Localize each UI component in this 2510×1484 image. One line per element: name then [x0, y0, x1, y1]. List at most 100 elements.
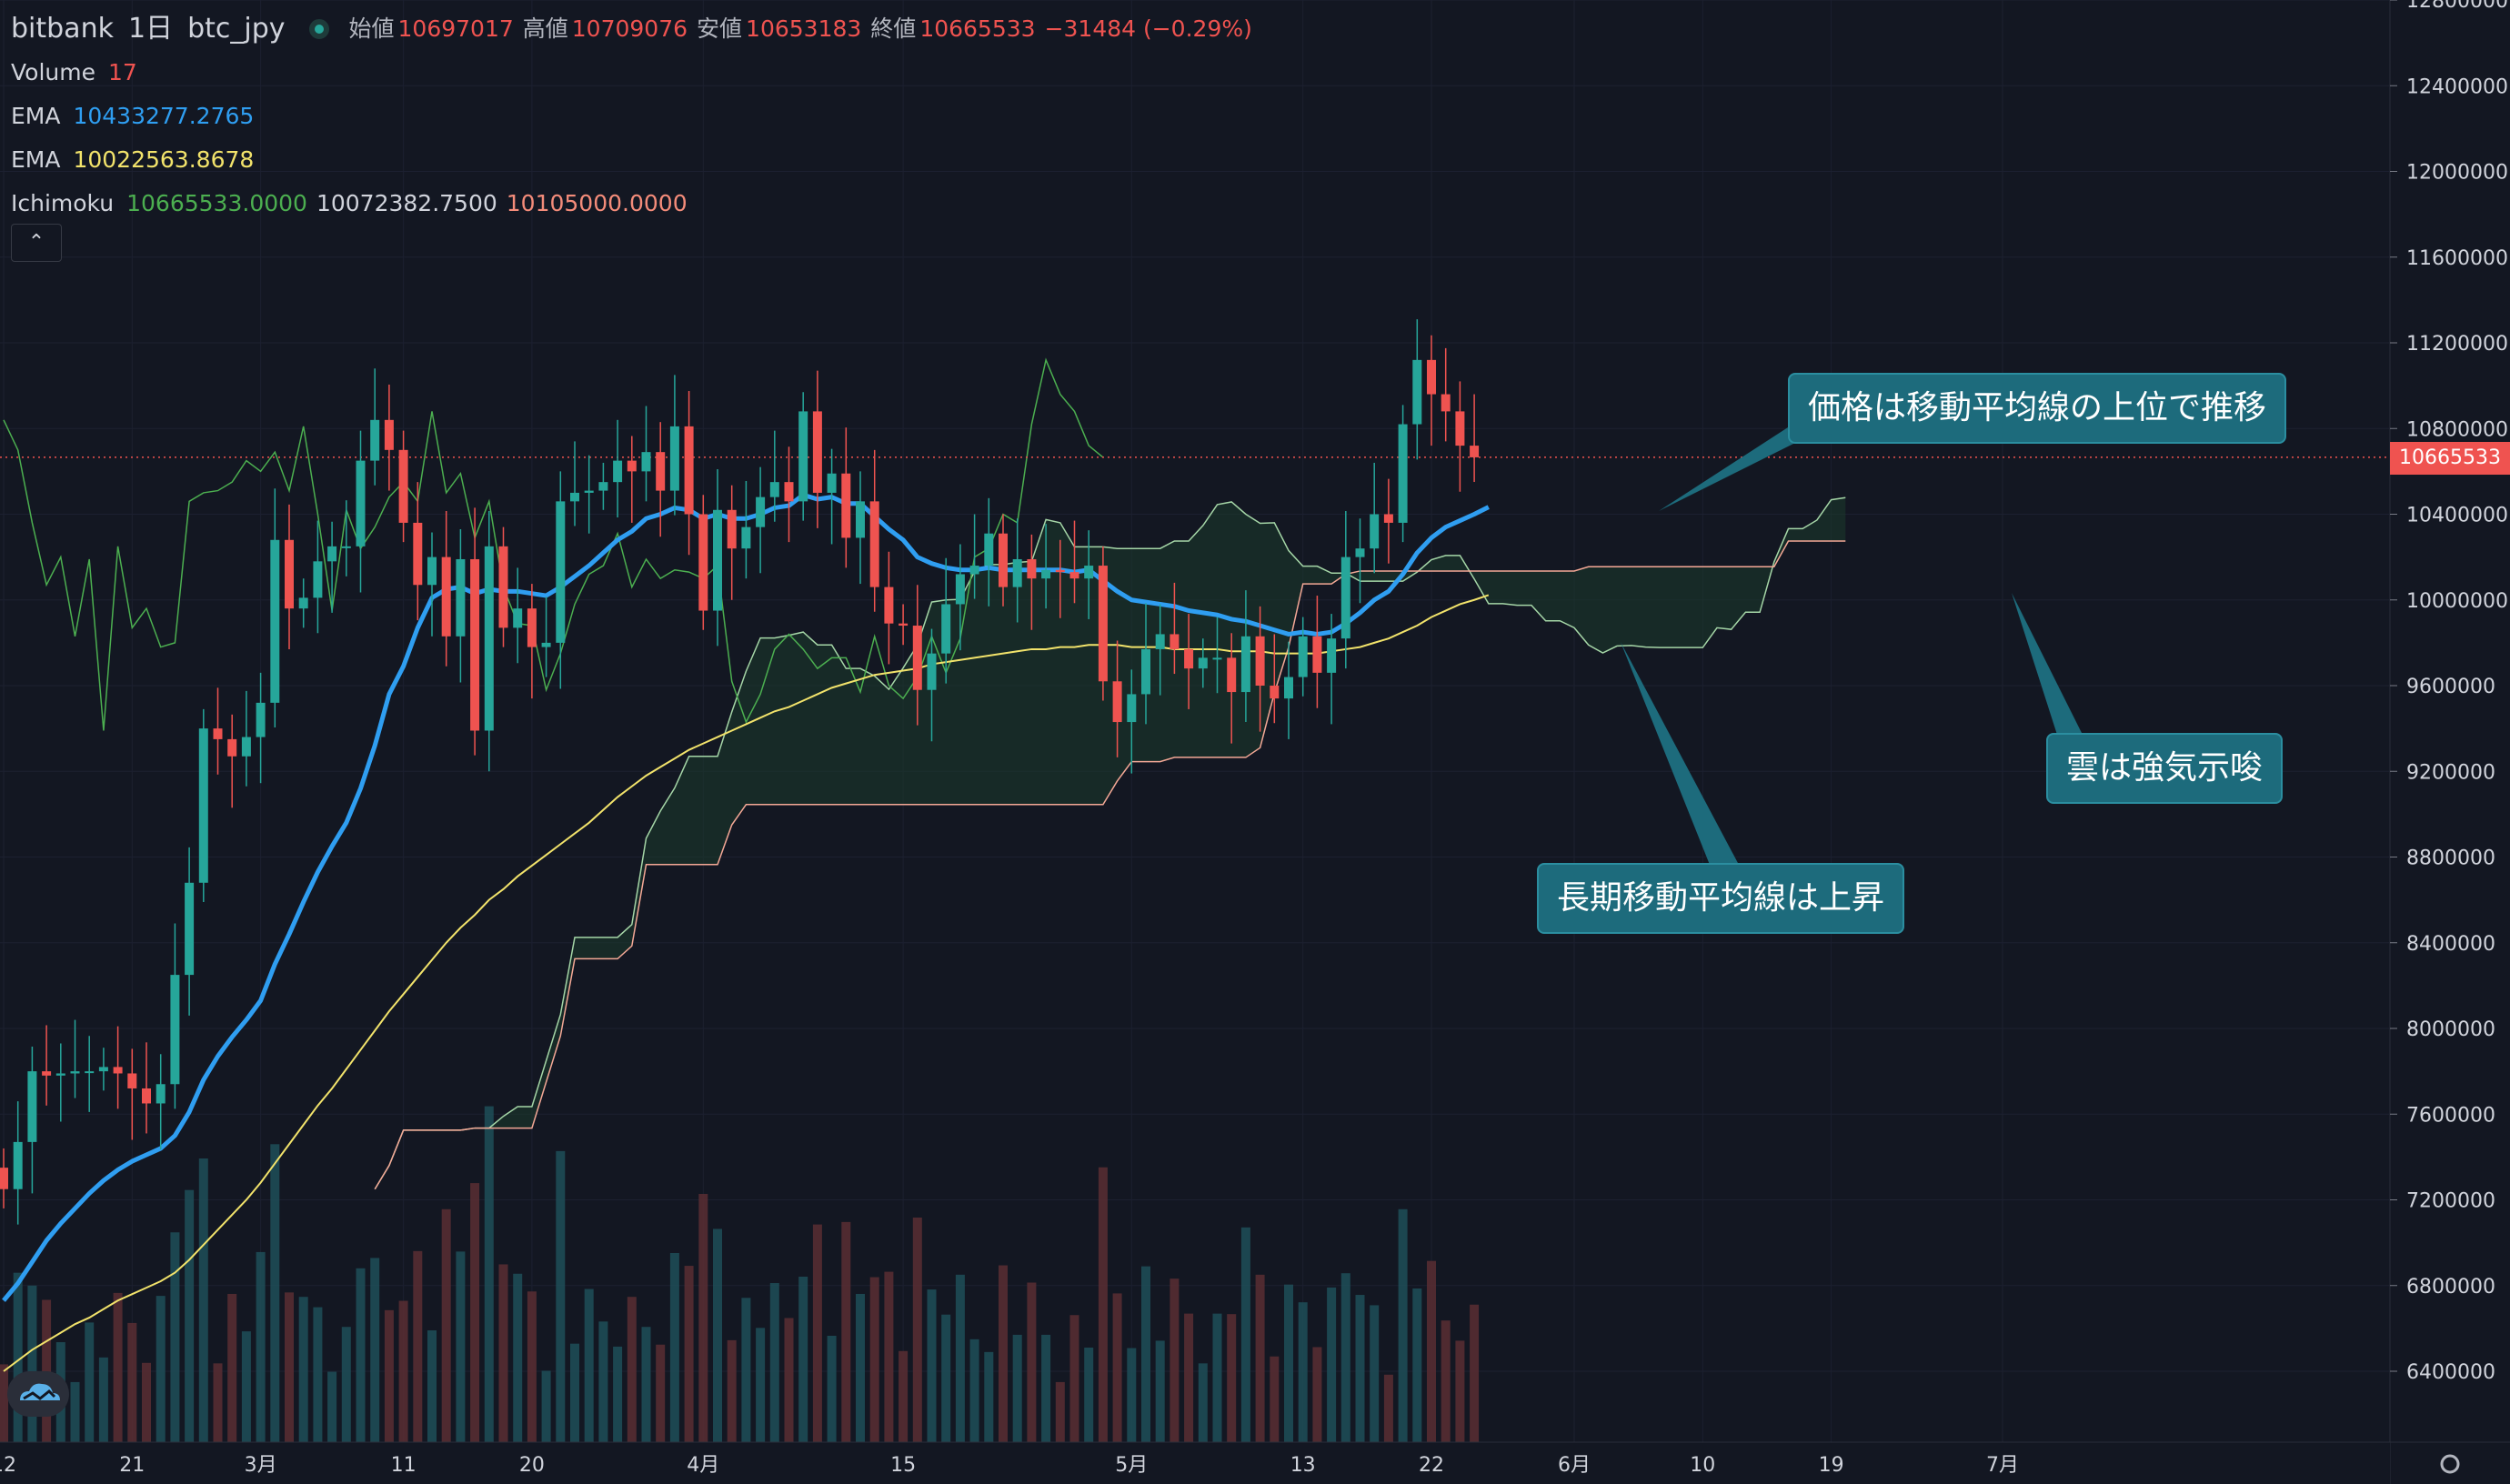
- price-tick-label: 10800000: [2406, 418, 2508, 441]
- time-tick-label: 22: [1419, 1454, 1444, 1477]
- candle-body: [941, 604, 951, 654]
- candle-body: [869, 501, 879, 587]
- candle-body: [156, 1084, 166, 1104]
- time-tick-label: 10: [1690, 1454, 1715, 1477]
- candle-body: [1327, 638, 1337, 673]
- candle-body: [1340, 556, 1350, 639]
- volume-legend[interactable]: Volume 17: [11, 51, 1261, 95]
- open-value: 10697017: [397, 15, 514, 42]
- candle-body: [541, 642, 551, 647]
- volume-bar: [42, 1299, 52, 1442]
- volume-bar: [341, 1327, 351, 1442]
- candle-body: [98, 1067, 108, 1072]
- candle-body: [756, 496, 766, 527]
- symbol-row: bitbank 1日 btc_jpy 始値 10697017 高値 10709076…: [11, 7, 1261, 51]
- volume-bar: [313, 1307, 323, 1442]
- volume-bar: [370, 1258, 380, 1442]
- candle-body: [70, 1071, 80, 1074]
- callout-pointer: [2012, 593, 2083, 735]
- volume-label: Volume: [11, 59, 95, 85]
- volume-bar: [527, 1291, 537, 1442]
- volume-bar: [470, 1183, 480, 1442]
- ichimoku-legend[interactable]: Ichimoku 10665533.0000 10072382.7500 101…: [11, 182, 1261, 226]
- volume-bar: [927, 1289, 937, 1442]
- volume-bar: [955, 1274, 965, 1442]
- symbol-name[interactable]: btc_jpy: [187, 13, 286, 45]
- volume-bar: [142, 1362, 151, 1442]
- volume-bar: [669, 1253, 679, 1442]
- candle-body: [1184, 648, 1194, 669]
- volume-bar: [1284, 1284, 1293, 1442]
- ema-fast-value: 10433277.2765: [73, 103, 255, 129]
- volume-bar: [456, 1251, 466, 1442]
- leading-span-b-line: [374, 540, 1846, 1190]
- price-tick-label: 12400000: [2406, 75, 2508, 98]
- volume-bar: [1227, 1314, 1237, 1442]
- volume-bar: [827, 1336, 837, 1442]
- ema-slow-label: EMA: [11, 146, 61, 173]
- collapse-legend-button[interactable]: ⌃: [11, 224, 62, 262]
- candle-body: [142, 1088, 151, 1104]
- candle-body: [812, 411, 822, 493]
- price-tick-label: 11600000: [2406, 247, 2508, 270]
- volume-bar: [1327, 1287, 1337, 1442]
- candle-body: [1412, 359, 1422, 425]
- ema-slow-legend[interactable]: EMA 10022563.8678: [11, 138, 1261, 182]
- volume-bar: [1355, 1295, 1365, 1442]
- candle-body: [841, 473, 851, 538]
- price-tick-label: 6400000: [2406, 1361, 2495, 1384]
- candle-body: [213, 728, 223, 739]
- candle-body: [327, 546, 337, 562]
- candle-body: [927, 653, 937, 690]
- candle-body: [999, 533, 1008, 587]
- exchange-name[interactable]: bitbank: [11, 13, 114, 45]
- candle-body: [1084, 566, 1094, 579]
- volume-bar: [156, 1296, 166, 1442]
- candle-body: [856, 501, 865, 538]
- volume-bar: [627, 1297, 637, 1442]
- volume-bar: [1184, 1313, 1194, 1442]
- price-tick-label: 12000000: [2406, 162, 2508, 185]
- grid-lines: [0, 0, 2390, 1442]
- cloud-fill: [375, 497, 1846, 1189]
- volume-bar: [1112, 1293, 1122, 1442]
- ichimoku-conversion-value: 10665533.0000: [126, 190, 307, 216]
- volume-bar: [1069, 1315, 1079, 1442]
- time-tick-label: 4月: [687, 1454, 719, 1477]
- volume-bar: [1412, 1288, 1422, 1442]
- candle-body: [1069, 572, 1079, 579]
- volume-bar: [1312, 1347, 1322, 1442]
- settings-gear-icon[interactable]: [2440, 1454, 2460, 1474]
- candle-body: [969, 566, 979, 575]
- callout-pointer: [1621, 642, 1739, 865]
- ema-fast-legend[interactable]: EMA 10433277.2765: [11, 95, 1261, 138]
- volume-bar: [198, 1158, 208, 1442]
- time-tick-label: 19: [1819, 1454, 1844, 1477]
- volume-bar: [1098, 1167, 1108, 1442]
- volume-bar: [641, 1327, 651, 1442]
- tradingview-logo[interactable]: [7, 1371, 69, 1417]
- candle-body: [398, 449, 408, 523]
- candle-body: [127, 1073, 137, 1088]
- leading-span-a-line: [374, 496, 1846, 1190]
- volume-bar: [1340, 1273, 1350, 1442]
- candle-body: [1098, 566, 1108, 682]
- volume-bar: [756, 1328, 766, 1442]
- ema-slow-value: 10022563.8678: [73, 146, 255, 173]
- time-tick-label: 13: [1290, 1454, 1316, 1477]
- price-tick-label: 7200000: [2406, 1190, 2495, 1213]
- volume-bar: [27, 1285, 37, 1442]
- candle-body: [498, 546, 508, 628]
- volume-bar: [384, 1309, 394, 1442]
- volume-bar: [1155, 1340, 1165, 1442]
- callout-long-ma-rising: 長期移動平均線は上昇: [1537, 863, 1905, 934]
- candle-body: [227, 738, 237, 757]
- candlesticks: [0, 319, 1480, 1225]
- volume-bar: [598, 1321, 608, 1442]
- interval[interactable]: 1日: [127, 13, 174, 45]
- volume-bar: [285, 1292, 294, 1442]
- candle-body: [356, 460, 366, 546]
- candle-body: [270, 539, 280, 703]
- volume-bar: [513, 1273, 523, 1442]
